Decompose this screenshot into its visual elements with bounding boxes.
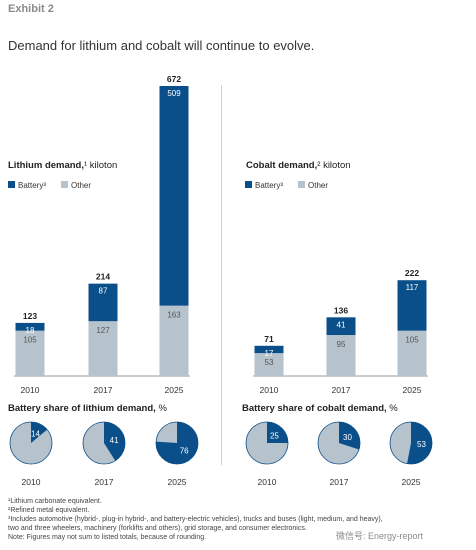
lithium-share-xtick-2010: 2010 [22,477,41,487]
exhibit-label: Exhibit 2 [8,3,54,15]
footnote-3: ³Includes automotive (hybrid-, plug-in h… [8,516,383,523]
cobalt-bar-battery-2017 [326,317,356,336]
lithium-share-value-2025: 76 [180,447,189,456]
lithium-xtick-2017: 2017 [94,385,113,395]
cobalt-legend-battery-swatch [245,181,252,188]
page-title: Demand for lithium and cobalt will conti… [8,38,315,53]
cobalt-bar-battery-2010 [254,345,284,354]
cobalt-bar-other-2025 [397,330,427,376]
cobalt-label-battery-2025: 117 [406,283,419,292]
lithium-xtick-2010: 2010 [21,385,40,395]
lithium-bar-other-2025 [159,305,189,376]
lithium-share-value-2010: 14 [31,430,40,439]
lithium-bar-other-2017 [88,321,118,376]
footnote-note: Note: Figures may not sum to listed tota… [8,534,207,541]
lithium-legend-battery-label: Battery³ [18,181,46,190]
cobalt-total-2010: 71 [264,334,274,344]
lithium-label-other-2010: 105 [23,336,37,345]
lithium-chart-title: Lithium demand,¹ kiloton [8,160,117,171]
cobalt-share-slice-2017 [339,422,360,450]
cobalt-xtick-2010: 2010 [260,385,279,395]
cobalt-label-other-2017: 95 [337,340,346,349]
lithium-total-2017: 214 [96,272,110,282]
cobalt-total-2025: 222 [405,268,419,278]
lithium-bar-other-2010 [15,330,45,376]
cobalt-legend-other-label: Other [308,181,328,190]
lithium-bar-battery-2025 [159,86,189,306]
lithium-total-2010: 123 [23,311,37,321]
cobalt-share-xtick-2025: 2025 [402,477,421,487]
lithium-legend-battery-swatch [8,181,15,188]
lithium-share-title: Battery share of lithium demand, % [8,403,167,414]
cobalt-label-other-2025: 105 [405,336,419,345]
cobalt-bar-other-2017 [326,335,356,376]
footnote-1: ¹Lithium carbonate equivalent. [8,498,102,505]
lithium-share-xtick-2025: 2025 [168,477,187,487]
lithium-label-battery-2010: 18 [26,326,35,335]
lithium-xtick-2025: 2025 [165,385,184,395]
lithium-bar-battery-2010 [15,322,45,331]
cobalt-share-value-2017: 30 [343,433,352,442]
lithium-legend-other-swatch [61,181,68,188]
cobalt-chart-title: Cobalt demand,² kiloton [246,160,351,171]
lithium-legend-other-label: Other [71,181,91,190]
lithium-label-battery-2017: 87 [99,287,108,296]
panel-divider [221,85,222,465]
lithium-share-value-2017: 41 [110,436,119,445]
cobalt-bar-other-2010 [254,353,284,376]
lithium-bar-battery-2017 [88,283,118,322]
lithium-share-slice-2010 [31,422,48,443]
cobalt-total-2017: 136 [334,305,348,315]
cobalt-label-other-2010: 53 [265,358,274,367]
cobalt-share-slice-2025 [407,422,432,464]
cobalt-xtick-2017: 2017 [332,385,351,395]
cobalt-share-xtick-2010: 2010 [258,477,277,487]
footnotes: ¹Lithium carbonate equivalent. ²Refined … [8,497,468,542]
cobalt-label-battery-2010: 17 [265,349,274,358]
lithium-share-slice-2017 [104,422,125,461]
cobalt-label-battery-2017: 41 [337,320,346,329]
lithium-share-slice-2025 [155,422,198,464]
watermark: 微信号: Energy-report [336,531,424,541]
footnote-4: two and three wheelers, machinery (forkl… [8,525,307,532]
cobalt-legend-battery-label: Battery³ [255,181,283,190]
cobalt-share-xtick-2017: 2017 [330,477,349,487]
cobalt-bar-battery-2025 [397,280,427,331]
cobalt-legend-other-swatch [298,181,305,188]
cobalt-share-title: Battery share of cobalt demand, % [242,403,398,414]
footnote-2: ²Refined metal equivalent. [8,507,90,514]
lithium-label-other-2025: 163 [167,311,181,320]
cobalt-share-value-2025: 53 [417,440,426,449]
lithium-label-other-2017: 127 [96,326,110,335]
lithium-label-battery-2025: 509 [167,89,181,98]
lithium-total-2025: 672 [167,74,181,84]
cobalt-xtick-2025: 2025 [403,385,422,395]
cobalt-share-value-2010: 25 [270,432,279,441]
lithium-share-xtick-2017: 2017 [95,477,114,487]
cobalt-share-slice-2010 [267,422,288,443]
